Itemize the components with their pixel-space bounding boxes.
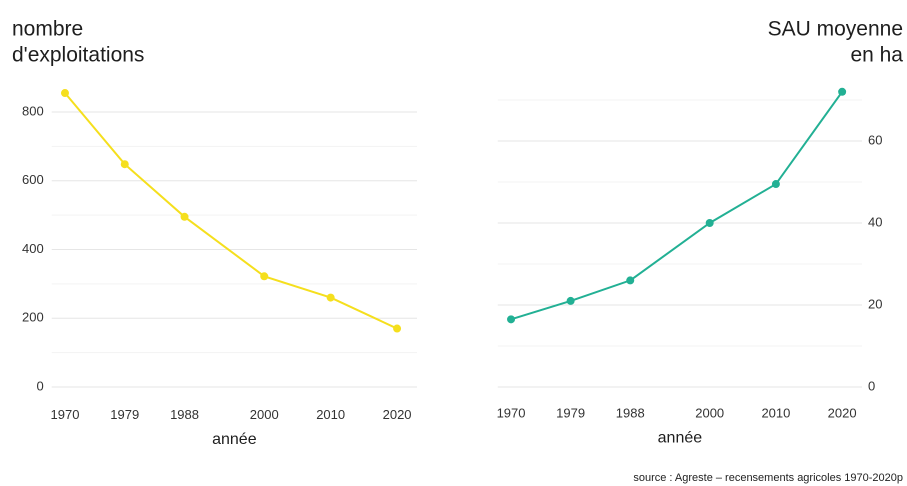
x-tick-label: 2010	[761, 406, 790, 421]
x-tick-label: 2010	[316, 407, 345, 422]
y-tick-label: 20	[868, 296, 882, 311]
x-tick-label: 1970	[51, 407, 80, 422]
point	[326, 293, 335, 302]
point	[260, 272, 269, 281]
x-tick-label: 1988	[616, 406, 645, 421]
point	[771, 180, 780, 189]
source: source : Agreste – recensements agricole…	[633, 472, 903, 484]
point	[705, 219, 714, 227]
point	[507, 315, 516, 324]
y-tick-label: 800	[22, 103, 44, 118]
chart-title: nombre	[12, 18, 83, 41]
chart-title: d'exploitations	[12, 44, 144, 67]
x-tick-label: 2000	[695, 406, 724, 421]
point	[566, 296, 575, 305]
x-tick-label: 2020	[383, 407, 412, 422]
chart-title: en ha	[850, 44, 903, 67]
point	[838, 87, 847, 96]
point	[626, 276, 635, 285]
x-tick-label: 1988	[170, 407, 199, 422]
point	[60, 89, 69, 98]
chart-title: SAU moyenne	[768, 18, 903, 41]
x-tick-label: 1979	[110, 407, 139, 422]
x-axis-label: année	[658, 430, 703, 447]
y-tick-label: 600	[22, 172, 44, 187]
y-tick-label: 0	[868, 378, 875, 393]
y-tick-label: 40	[868, 214, 882, 229]
x-axis-label: année	[212, 431, 257, 448]
point	[120, 160, 129, 169]
point	[393, 324, 402, 333]
line	[64, 92, 398, 330]
x-tick-label: 2020	[828, 406, 857, 421]
y-tick-label: 200	[22, 310, 44, 325]
x-tick-label: 2000	[250, 407, 279, 422]
x-tick-label: 1979	[556, 406, 585, 421]
y-tick-label: 0	[36, 378, 43, 393]
point	[180, 212, 189, 221]
y-tick-label: 400	[22, 241, 44, 256]
x-tick-label: 1970	[497, 406, 526, 421]
y-tick-label: 60	[868, 132, 882, 147]
line	[510, 91, 843, 321]
